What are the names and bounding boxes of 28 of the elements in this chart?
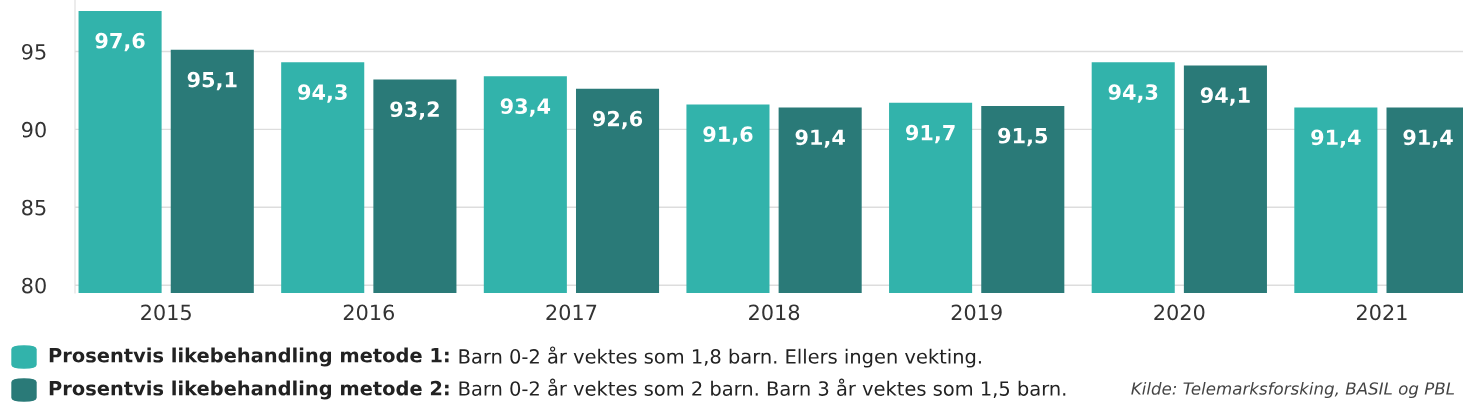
x-tick-label: 2016	[343, 304, 395, 321]
x-tick-label: 2018	[749, 304, 800, 321]
data-label: 94,1	[1200, 87, 1250, 106]
data-label: 94,3	[1108, 84, 1158, 103]
data-label: 91,4	[1403, 129, 1453, 148]
x-tick-label: 2021	[1356, 304, 1407, 321]
y-tick-label: 80	[22, 277, 46, 294]
x-tick-label: 2019	[951, 304, 1002, 321]
data-label: 91,6	[703, 126, 753, 145]
data-label: 91,4	[1311, 129, 1361, 148]
data-label: 92,6	[592, 110, 643, 130]
data-label: 97,6	[95, 32, 145, 52]
legend-label: Prosentvis likebehandling metode 2: Barn 0-2 år vektes som 2 barn. Barn 3 år vektes som 1,5 barn.	[49, 378, 1066, 400]
x-tick-label: 2015	[141, 304, 191, 321]
x-tick-label: 2020	[1154, 304, 1205, 321]
data-label: 94,3	[298, 84, 347, 103]
data-label: 91,5	[998, 127, 1048, 147]
data-label: 93,4	[500, 98, 551, 117]
data-label: 95,1	[187, 71, 237, 91]
data-label: 91,4	[795, 129, 845, 148]
data-label: 91,7	[905, 124, 955, 144]
legend-label: Prosentvis likebehandling metode 1: Barn 0-2 år vektes som 1,8 barn. Ellers ingen vekting.	[49, 346, 981, 368]
y-tick-label: 90	[22, 121, 46, 138]
x-tick-label: 2017	[546, 304, 597, 321]
data-label: 93,2	[390, 101, 439, 120]
y-tick-label: 85	[22, 199, 46, 216]
text: Kilde: Telemarksforsking, BASIL og PBL	[1131, 381, 1454, 399]
y-tick-label: 95	[22, 43, 46, 60]
